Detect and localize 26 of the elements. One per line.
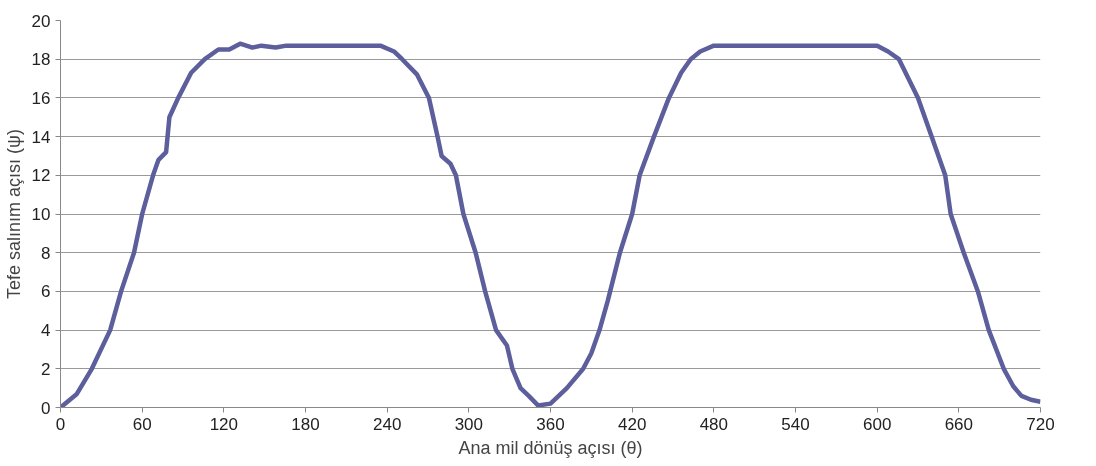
x-tick-label: 180 bbox=[291, 414, 320, 434]
x-tick-label: 0 bbox=[55, 414, 66, 434]
x-tick-label: 300 bbox=[454, 414, 484, 434]
x-tick-label: 600 bbox=[862, 414, 892, 434]
x-tick-label: 540 bbox=[781, 414, 810, 434]
y-tick-label: 0 bbox=[41, 398, 51, 418]
x-tick-label: 60 bbox=[132, 414, 152, 434]
x-tick-label: 120 bbox=[209, 414, 239, 434]
y-tick-label: 20 bbox=[31, 11, 51, 31]
x-tick-label: 360 bbox=[536, 414, 565, 434]
x-tick-label: 420 bbox=[617, 414, 647, 434]
x-tick-label: 720 bbox=[1026, 414, 1055, 434]
y-tick-label: 2 bbox=[41, 359, 51, 379]
y-tick-label: 18 bbox=[31, 50, 51, 70]
y-tick-label: 6 bbox=[41, 282, 51, 302]
x-tick-label: 660 bbox=[944, 414, 974, 434]
y-tick-label: 10 bbox=[31, 205, 51, 224]
y-tick-label: 4 bbox=[41, 321, 51, 341]
x-tick-label: 240 bbox=[372, 414, 402, 434]
y-axis-title: Tefe salınım açısı (ψ) bbox=[3, 129, 24, 299]
y-tick-label: 14 bbox=[31, 127, 51, 147]
x-tick-label: 480 bbox=[699, 414, 729, 434]
y-tick-label: 16 bbox=[31, 88, 51, 108]
x-axis-title: Ana mil dönüş açısı (θ) bbox=[458, 437, 643, 458]
y-tick-label: 12 bbox=[31, 166, 51, 186]
y-tick-label: 8 bbox=[41, 243, 51, 263]
